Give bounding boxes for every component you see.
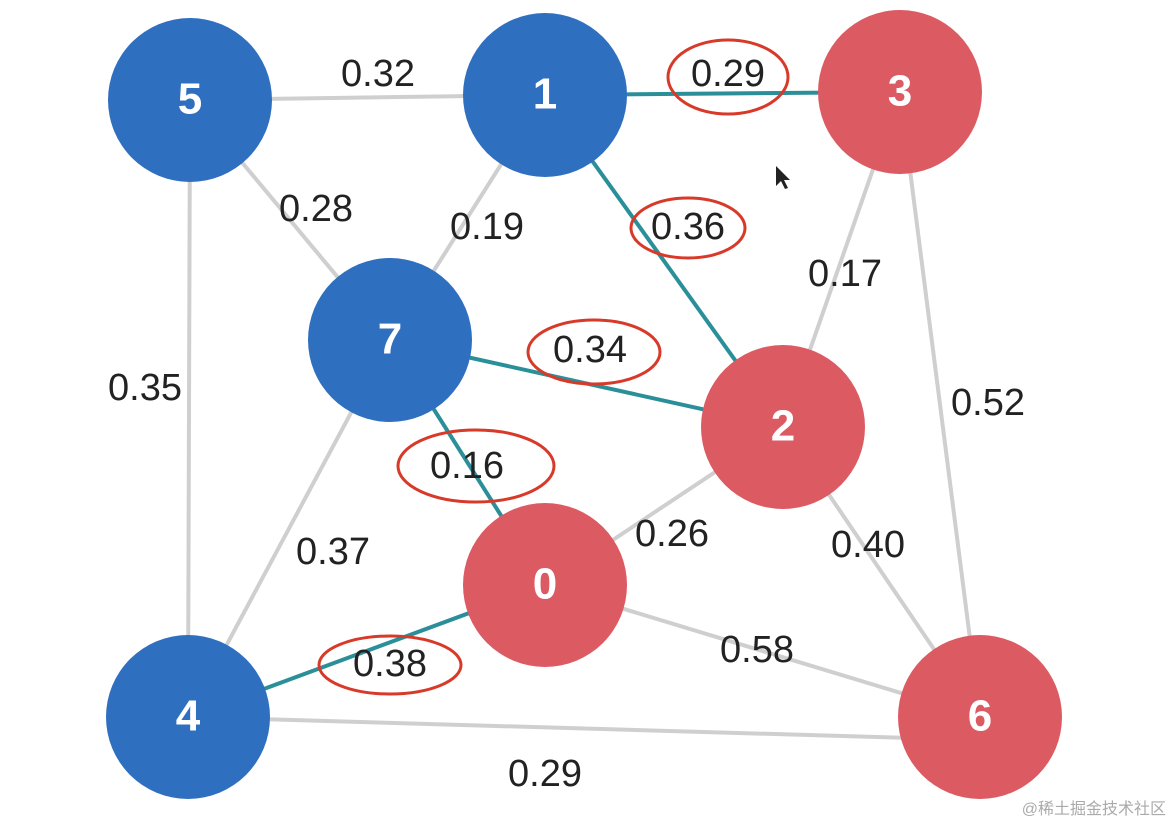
highlight-ring [629, 196, 747, 260]
edge-weight: 0.17 [808, 253, 882, 295]
edge-weight: 0.58 [720, 629, 794, 671]
edge-weight: 0.19 [450, 206, 524, 248]
node-label: 4 [176, 692, 201, 741]
node-label: 5 [178, 75, 202, 124]
node-circle [463, 13, 627, 177]
edge-weight: 0.37 [296, 531, 370, 573]
edge-weight: 0.29 [691, 53, 765, 95]
node-circle [898, 635, 1062, 799]
node-circle [108, 18, 272, 182]
edge-weight: 0.32 [341, 53, 415, 95]
node-label: 3 [888, 67, 912, 116]
edge [187, 715, 981, 742]
edge-weight: 0.26 [635, 513, 709, 555]
edge-weight: 0.40 [831, 524, 905, 566]
node-label: 6 [968, 692, 992, 741]
edge-weight: 0.34 [553, 329, 627, 371]
edge-weight: 0.38 [353, 643, 427, 685]
edge-weight: 0.52 [951, 382, 1025, 424]
node-circle [818, 10, 982, 174]
highlight-ring [396, 428, 556, 504]
node-circle [106, 635, 270, 799]
node-label: 0 [533, 560, 557, 609]
highlight-rings [317, 38, 790, 696]
edge [186, 99, 192, 718]
edge-weight: 0.16 [430, 445, 504, 487]
highlight-ring [666, 38, 790, 116]
cursor [776, 166, 790, 189]
highlight-ring [317, 634, 463, 696]
edge-weight: 0.36 [651, 206, 725, 248]
node-circle [308, 258, 472, 422]
edge-weight: 0.35 [108, 367, 182, 409]
edge-weight: 0.29 [508, 753, 582, 795]
nodes: 5 1 3 7 2 0 4 6 [106, 10, 1062, 799]
node-label: 1 [533, 70, 557, 119]
node-label: 2 [771, 402, 795, 451]
node-label: 7 [378, 315, 402, 364]
node-circle [463, 503, 627, 667]
edge [898, 91, 982, 718]
highlight-ring [526, 318, 662, 386]
watermark: @稀土掘金技术社区 [1022, 800, 1166, 818]
edge-weights: 0.32 0.29 0.36 0.19 0.28 0.35 0.34 0.16 … [108, 53, 1025, 795]
edge-weight: 0.28 [279, 188, 353, 230]
node-circle [701, 345, 865, 509]
